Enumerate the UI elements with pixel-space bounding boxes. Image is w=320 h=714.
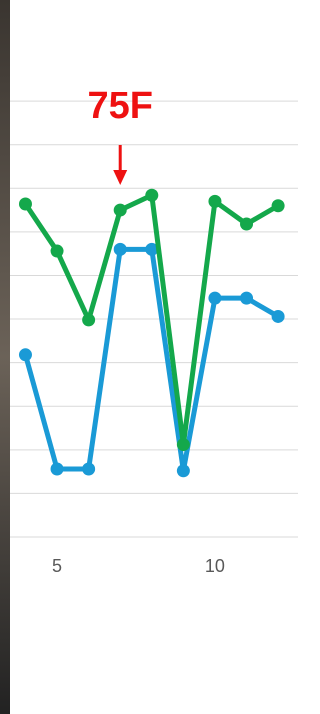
data-point: [145, 189, 158, 202]
x-tick-label: 5: [52, 556, 62, 576]
data-point: [208, 292, 221, 305]
chart: 5 10 75F: [0, 0, 298, 714]
data-point: [177, 464, 190, 477]
background-strip: [0, 0, 10, 714]
data-point: [51, 245, 64, 258]
plot-background: [10, 0, 298, 714]
data-point: [208, 195, 221, 208]
data-point: [240, 292, 253, 305]
data-point: [82, 313, 95, 326]
data-point: [82, 462, 95, 475]
data-point: [19, 348, 32, 361]
data-point: [19, 197, 32, 210]
data-point: [177, 438, 190, 451]
data-point: [114, 204, 127, 217]
data-point: [51, 462, 64, 475]
annotation: 75F: [87, 85, 152, 127]
data-point: [272, 310, 285, 323]
data-point: [272, 199, 285, 212]
x-tick-label: 10: [205, 556, 225, 576]
data-point: [240, 218, 253, 231]
data-point: [114, 243, 127, 256]
